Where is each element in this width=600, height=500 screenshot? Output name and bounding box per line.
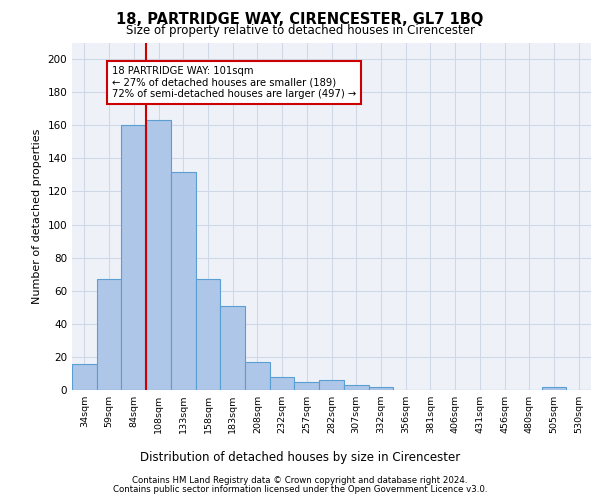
Text: 18 PARTRIDGE WAY: 101sqm
← 27% of detached houses are smaller (189)
72% of semi-: 18 PARTRIDGE WAY: 101sqm ← 27% of detach… <box>112 66 356 99</box>
Bar <box>97 279 121 390</box>
Text: Distribution of detached houses by size in Cirencester: Distribution of detached houses by size … <box>140 451 460 464</box>
Bar <box>121 125 146 390</box>
Text: Contains public sector information licensed under the Open Government Licence v3: Contains public sector information licen… <box>113 484 487 494</box>
Bar <box>368 386 393 390</box>
Bar <box>344 385 368 390</box>
Text: Size of property relative to detached houses in Cirencester: Size of property relative to detached ho… <box>125 24 475 37</box>
Bar <box>542 386 566 390</box>
Bar <box>295 382 319 390</box>
Bar <box>171 172 196 390</box>
Bar <box>196 279 220 390</box>
Text: Contains HM Land Registry data © Crown copyright and database right 2024.: Contains HM Land Registry data © Crown c… <box>132 476 468 485</box>
Bar <box>270 377 295 390</box>
Bar <box>220 306 245 390</box>
Bar <box>319 380 344 390</box>
Bar <box>245 362 270 390</box>
Text: 18, PARTRIDGE WAY, CIRENCESTER, GL7 1BQ: 18, PARTRIDGE WAY, CIRENCESTER, GL7 1BQ <box>116 12 484 28</box>
Bar <box>72 364 97 390</box>
Y-axis label: Number of detached properties: Number of detached properties <box>32 128 42 304</box>
Bar <box>146 120 171 390</box>
